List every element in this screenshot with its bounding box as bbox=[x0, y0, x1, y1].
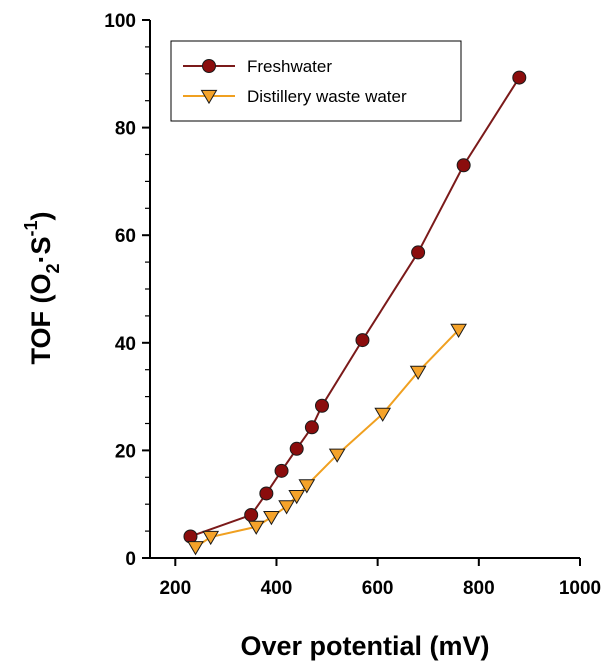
axis-ticks: 200 400 600 800 1000 0 20 40 60 80 100 bbox=[104, 11, 601, 599]
data-point bbox=[298, 479, 316, 494]
data-point bbox=[247, 520, 265, 535]
y-tick-label: 20 bbox=[115, 441, 136, 462]
data-point bbox=[259, 486, 274, 501]
data-point bbox=[315, 398, 329, 413]
y-tick-label: 0 bbox=[125, 549, 136, 570]
data-point bbox=[304, 420, 319, 435]
y-tick-label: 100 bbox=[104, 11, 136, 32]
data-point bbox=[289, 441, 304, 456]
x-tick-label: 600 bbox=[362, 578, 394, 599]
y-axis-title-close: ) bbox=[26, 211, 56, 220]
data-point bbox=[263, 511, 280, 526]
y-axis-title: TOF (O2·S-1) bbox=[21, 211, 63, 364]
data-point bbox=[278, 500, 295, 515]
series-freshwater bbox=[183, 70, 527, 544]
data-point bbox=[450, 323, 467, 338]
x-tick-label: 800 bbox=[463, 578, 495, 599]
data-point bbox=[374, 407, 392, 422]
legend-label: Freshwater bbox=[247, 57, 332, 76]
y-tick-label: 80 bbox=[115, 119, 136, 140]
x-tick-label: 1000 bbox=[559, 578, 601, 599]
y-tick-label: 40 bbox=[115, 334, 136, 355]
series-line bbox=[194, 329, 460, 549]
data-point bbox=[456, 158, 471, 173]
data-point bbox=[409, 365, 427, 380]
data-point bbox=[512, 70, 527, 85]
x-axis-title: Over potential (mV) bbox=[240, 631, 489, 661]
legend-marker bbox=[200, 89, 218, 105]
x-tick-label: 400 bbox=[261, 578, 293, 599]
legend-box bbox=[170, 40, 462, 122]
legend: Freshwater Distillery waste water bbox=[170, 40, 462, 122]
y-axis-title-mid: ·S bbox=[26, 237, 56, 264]
y-axis-title-main: TOF (O bbox=[26, 274, 56, 365]
data-point bbox=[355, 333, 370, 348]
data-point bbox=[411, 245, 426, 260]
y-tick-label: 60 bbox=[115, 226, 136, 247]
x-tick-label: 200 bbox=[159, 578, 191, 599]
legend-marker bbox=[202, 59, 216, 73]
y-axis-title-sub: 2 bbox=[43, 264, 63, 274]
data-point bbox=[244, 507, 259, 522]
data-point bbox=[183, 529, 198, 544]
legend-item: Freshwater bbox=[183, 57, 332, 76]
series-line bbox=[190, 77, 521, 538]
data-point bbox=[187, 541, 204, 556]
data-point bbox=[288, 490, 306, 505]
legend-item: Distillery waste water bbox=[183, 87, 407, 106]
series-layer bbox=[183, 70, 527, 556]
data-point bbox=[274, 463, 289, 478]
y-axis-title-sup: -1 bbox=[21, 220, 41, 236]
data-point bbox=[328, 448, 346, 463]
data-point bbox=[202, 530, 220, 546]
legend-label: Distillery waste water bbox=[247, 87, 407, 106]
series-distillery-waste-water bbox=[187, 323, 467, 556]
